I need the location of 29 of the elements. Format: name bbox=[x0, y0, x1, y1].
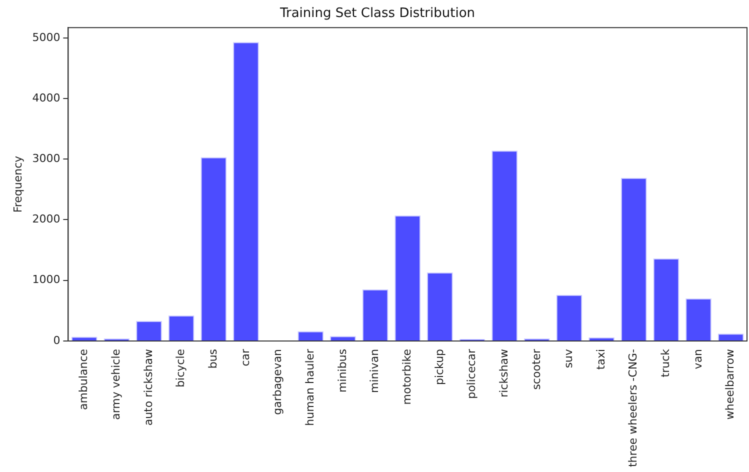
x-tick-label: van bbox=[691, 348, 704, 370]
x-tick-label: garbagevan bbox=[271, 348, 284, 415]
x-tick-label: pickup bbox=[432, 348, 446, 386]
x-tick-label: car bbox=[238, 348, 252, 366]
chart-title: Training Set Class Distribution bbox=[278, 6, 476, 22]
y-axis-title: Frequency bbox=[11, 155, 24, 213]
x-tick-label: scooter bbox=[530, 348, 543, 390]
x-tick-label: three wheelers -CNG- bbox=[626, 348, 640, 467]
x-tick-label: human hauler bbox=[303, 348, 316, 426]
x-tick-label: minibus bbox=[336, 348, 349, 392]
y-tick-label: 2000 bbox=[32, 212, 60, 226]
x-tick-label: suv bbox=[562, 348, 576, 368]
y-tick-label: 1000 bbox=[32, 273, 60, 286]
x-tick-label: wheelbarrow bbox=[724, 348, 737, 420]
x-tick-label: policecar bbox=[465, 348, 478, 399]
x-tick-label: minivan bbox=[368, 348, 382, 393]
x-tick-label: truck bbox=[659, 348, 672, 378]
x-tick-label: rickshaw bbox=[497, 348, 510, 398]
y-tick-label: 4000 bbox=[32, 91, 60, 104]
x-tick-label: bicycle bbox=[174, 348, 188, 388]
y-tick-label: 3000 bbox=[32, 152, 60, 165]
y-tick-label: 5000 bbox=[32, 30, 60, 44]
x-tick-label: taxi bbox=[594, 348, 608, 370]
x-tick-label: bus bbox=[206, 348, 220, 369]
y-tick-label: 0 bbox=[53, 334, 60, 347]
x-tick-label: auto rickshaw bbox=[142, 348, 155, 426]
x-tick-label: motorbike bbox=[400, 348, 414, 405]
x-tick-label: army vehicle bbox=[110, 348, 123, 420]
x-tick-label: ambulance bbox=[77, 348, 90, 410]
